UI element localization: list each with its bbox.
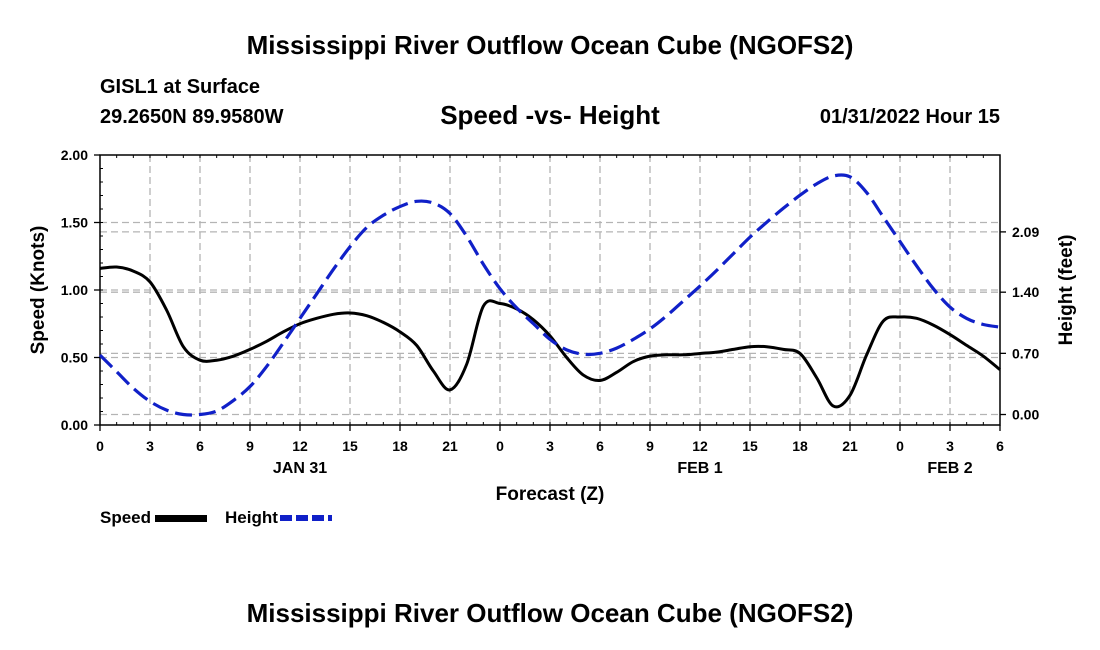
legend-height-swatch (279, 515, 332, 521)
x-tick-label: 15 (342, 438, 358, 454)
legend-speed: Speed (100, 508, 208, 528)
axis-ticks (94, 154, 1006, 431)
x-tick-label: 3 (146, 438, 154, 454)
legend-speed-swatch (155, 514, 208, 522)
y-tick-label: 2.00 (61, 147, 88, 163)
x-tick-label: 0 (896, 438, 904, 454)
grid-lines (100, 155, 1000, 425)
y2-axis-title: Height (feet) (1056, 235, 1077, 346)
x-tick-label: 12 (292, 438, 308, 454)
footer-title: Mississippi River Outflow Ocean Cube (NG… (246, 598, 854, 628)
x-tick-label: 18 (792, 438, 808, 454)
y-tick-label: 0.50 (61, 350, 88, 366)
legend-height: Height (225, 508, 332, 528)
date-label: JAN 31 (273, 460, 327, 477)
x-tick-label: 3 (546, 438, 554, 454)
x-tick-label: 0 (96, 438, 104, 454)
y2-tick-label: 0.70 (1012, 345, 1039, 361)
y2-tick-label: 2.09 (1012, 224, 1039, 240)
x-tick-label: 9 (646, 438, 654, 454)
x-tick-label: 12 (692, 438, 708, 454)
legend-height-label: Height (225, 508, 278, 527)
series-line-height (98, 173, 1001, 417)
x-tick-label: 18 (392, 438, 408, 454)
station-coordinates: 29.2650N 89.9580W (100, 106, 284, 128)
date-label: FEB 2 (927, 460, 972, 477)
x-tick-label: 6 (596, 438, 604, 454)
legend-speed-label: Speed (100, 508, 152, 527)
x-tick-label: 15 (742, 438, 758, 454)
y-tick-labels: 0.00 0.50 1.00 1.50 2.00 (61, 147, 88, 433)
y-axis-title: Speed (Knots) (28, 226, 49, 355)
chart-subtitle: Speed -vs- Height (440, 100, 660, 130)
series-lines (98, 173, 1001, 417)
forecast-datetime: 01/31/2022 Hour 15 (819, 106, 1000, 128)
x-tick-label: 6 (196, 438, 204, 454)
date-label: FEB 1 (677, 460, 722, 477)
y2-tick-labels: 0.00 0.70 1.40 2.09 (1012, 224, 1039, 423)
y2-tick-label: 1.40 (1012, 284, 1039, 300)
y-tick-label: 0.00 (61, 417, 88, 433)
x-tick-label: 6 (996, 438, 1004, 454)
x-tick-label: 21 (842, 438, 858, 454)
date-labels: JAN 31 FEB 1 FEB 2 (273, 460, 973, 477)
y2-tick-label: 0.00 (1012, 407, 1039, 423)
y-tick-label: 1.50 (61, 215, 88, 231)
chart-title: Mississippi River Outflow Ocean Cube (NG… (246, 30, 854, 60)
x-tick-label: 21 (442, 438, 458, 454)
y-tick-label: 1.00 (61, 282, 88, 298)
series-line-speed (99, 265, 1001, 409)
x-tick-label: 9 (246, 438, 254, 454)
x-tick-labels: 0 3 6 9 12 15 18 21 0 3 6 9 12 15 18 21 0 3 6 (96, 438, 1004, 454)
x-axis-title: Forecast (Z) (496, 484, 605, 505)
station-name: GISL1 at Surface (100, 76, 261, 98)
x-tick-label: 3 (946, 438, 954, 454)
legend: Speed Height (100, 508, 350, 528)
x-tick-label: 0 (496, 438, 504, 454)
